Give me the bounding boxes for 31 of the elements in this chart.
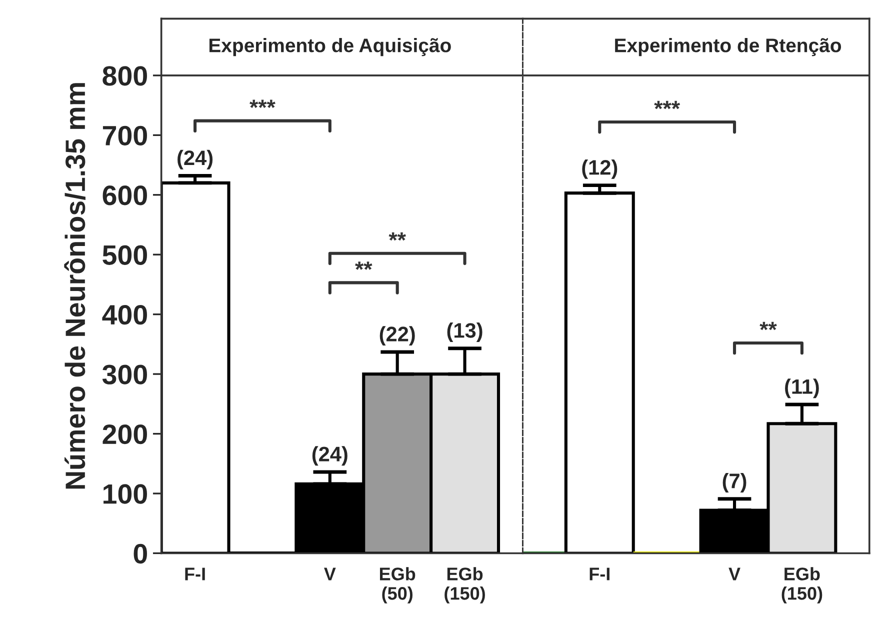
x-tick-label: F-I (590, 568, 610, 580)
x-tick-label: EGb (150) (444, 567, 485, 604)
y-tick-label: 600 (102, 186, 147, 206)
x-tick-label: F-I (185, 568, 205, 580)
y-tick-label: 700 (102, 126, 147, 146)
annotation: ** (388, 232, 406, 241)
x-tick-label: V (324, 568, 336, 580)
y-tick-label: 500 (102, 245, 147, 265)
y-tick-label: 200 (102, 424, 147, 444)
annotation: (7) (722, 473, 746, 492)
y-axis-title: Número de Neurônios/1.35 mm (64, 83, 86, 489)
annotation: (13) (447, 322, 482, 342)
y-tick-label: 800 (102, 66, 147, 86)
annotation: ** (760, 322, 777, 330)
annotation: (24) (178, 150, 213, 170)
y-tick-label: 100 (104, 484, 147, 504)
annotation: Experimento de Rtenção (615, 38, 842, 56)
annotation: (11) (785, 378, 819, 398)
annotation: *** (654, 100, 680, 110)
x-tick-label: EGb (150) (782, 567, 822, 604)
y-tick-label: 0 (134, 544, 147, 564)
x-tick-label: EGb (50) (380, 567, 416, 604)
annotation: (22) (380, 326, 415, 346)
annotation: (24) (312, 446, 348, 466)
annotation: *** (250, 100, 276, 108)
y-tick-label: 400 (102, 304, 147, 325)
x-tick-label: V (728, 568, 740, 580)
annotation: ** (355, 262, 372, 270)
annotation: (12) (582, 159, 618, 179)
annotation: Experimento de Aquisição (209, 38, 451, 56)
y-tick-label: 300 (102, 364, 147, 384)
